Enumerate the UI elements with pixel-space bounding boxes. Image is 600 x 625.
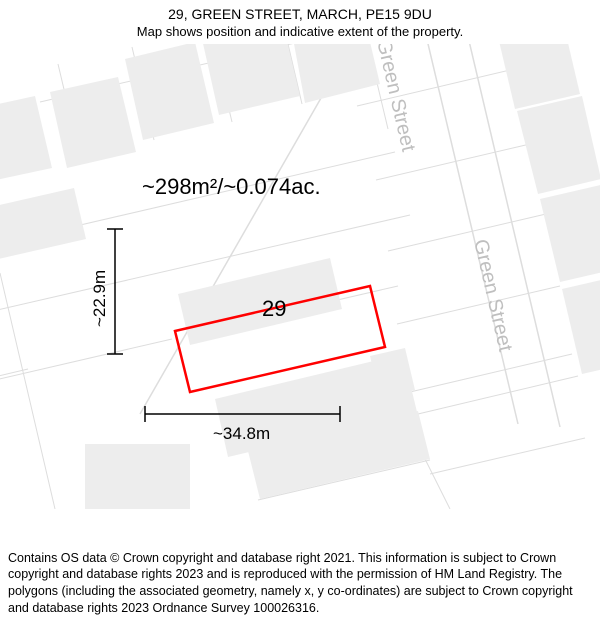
area-label: ~298m²/~0.074ac. bbox=[142, 174, 321, 200]
footer-copyright: Contains OS data © Crown copyright and d… bbox=[8, 550, 592, 618]
dim-vertical-label: ~22.9m bbox=[90, 270, 110, 327]
page-container: 29, GREEN STREET, MARCH, PE15 9DU Map sh… bbox=[0, 0, 600, 625]
page-subtitle: Map shows position and indicative extent… bbox=[0, 22, 600, 39]
page-title: 29, GREEN STREET, MARCH, PE15 9DU bbox=[0, 0, 600, 22]
map-area: ~298m²/~0.074ac. 29 ~22.9m ~34.8m Green … bbox=[0, 44, 600, 509]
plot-number: 29 bbox=[262, 296, 286, 322]
dim-horizontal-label: ~34.8m bbox=[213, 424, 270, 444]
